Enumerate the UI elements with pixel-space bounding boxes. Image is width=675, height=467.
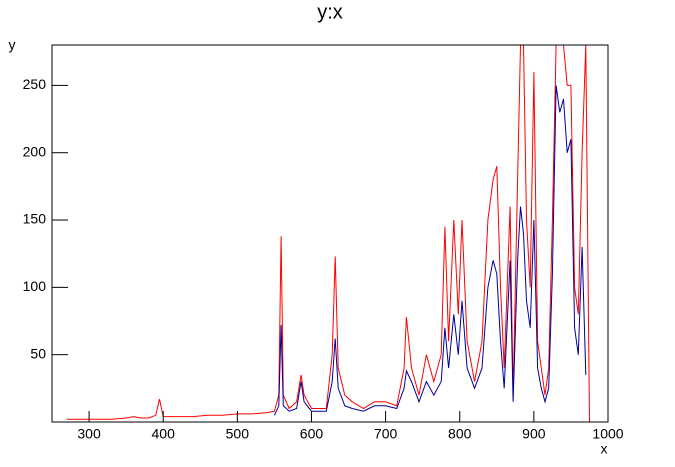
y-tick-label: 50 — [30, 345, 46, 361]
y-axis-label: y — [9, 37, 16, 53]
y-tick-label: 250 — [23, 76, 47, 92]
y-tick-label: 150 — [23, 211, 47, 227]
y-tick-label: 100 — [23, 278, 47, 294]
x-tick-label: 500 — [226, 426, 250, 442]
series-line — [66, 45, 590, 422]
x-tick-label: 900 — [522, 426, 546, 442]
x-tick-label: 300 — [77, 426, 101, 442]
chart-title: y:x — [317, 1, 343, 23]
frame — [51, 44, 609, 423]
x-tick-label: 600 — [300, 426, 324, 442]
y-tick-label: 200 — [23, 143, 47, 159]
x-tick-label: 800 — [448, 426, 472, 442]
x-tick-label: 700 — [374, 426, 398, 442]
series-line — [273, 85, 587, 416]
x-tick-label: 400 — [152, 426, 176, 442]
plot-area — [66, 45, 590, 422]
x-axis-label: x — [601, 441, 608, 457]
x-tick-label: 1000 — [592, 426, 623, 442]
